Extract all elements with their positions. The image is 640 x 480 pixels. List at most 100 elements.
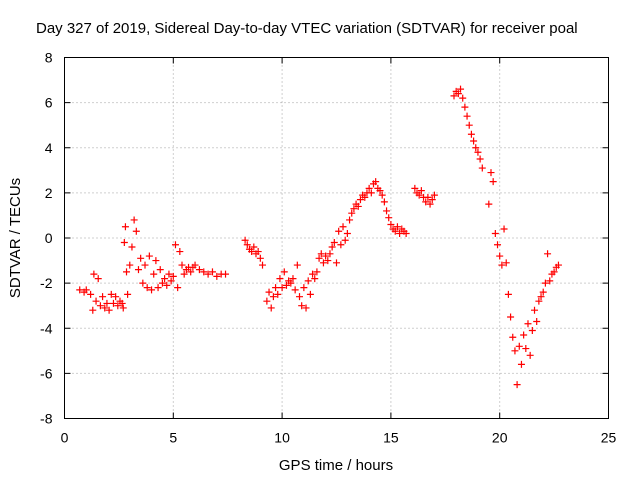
data-point: [304, 277, 312, 285]
data-point: [114, 302, 122, 310]
data-point: [507, 313, 515, 321]
data-point: [293, 261, 301, 269]
data-point: [120, 239, 128, 247]
data-point: [387, 220, 395, 228]
data-point: [165, 270, 173, 278]
data-point: [169, 272, 177, 280]
data-point: [467, 130, 475, 138]
data-point: [89, 306, 97, 314]
data-point: [191, 261, 199, 269]
data-point: [267, 304, 275, 312]
x-tick-label: 0: [61, 430, 69, 446]
data-point: [96, 302, 104, 310]
data-point: [520, 331, 528, 339]
data-point: [330, 239, 338, 247]
data-point: [380, 198, 388, 206]
data-point: [134, 266, 142, 274]
data-point: [148, 286, 156, 294]
data-point: [517, 360, 525, 368]
data-point: [422, 198, 430, 206]
x-tick-label: 20: [492, 430, 508, 446]
data-point: [343, 229, 351, 237]
data-point: [250, 243, 258, 251]
data-point: [415, 191, 423, 199]
data-point: [500, 225, 508, 233]
data-point: [139, 279, 147, 287]
data-point: [533, 317, 541, 325]
y-tick-labels: -8 -6 -4 -2 0 2 4 6 8: [40, 50, 53, 427]
data-point: [272, 284, 280, 292]
data-point: [161, 275, 169, 283]
data-point: [109, 299, 117, 307]
y-tick-label: -2: [40, 275, 53, 291]
data-point: [167, 277, 175, 285]
data-point: [101, 304, 109, 312]
data-point: [383, 207, 391, 215]
data-point: [315, 254, 323, 262]
data-point: [195, 266, 203, 274]
data-point: [537, 293, 545, 301]
data-point: [487, 169, 495, 177]
data-point: [376, 187, 384, 195]
data-point: [393, 223, 401, 231]
data-point: [87, 290, 95, 298]
data-point: [489, 178, 497, 186]
data-point: [103, 299, 111, 307]
data-point: [328, 243, 336, 251]
data-point: [524, 320, 532, 328]
data-point: [105, 306, 113, 314]
data-point: [391, 227, 399, 235]
data-point: [92, 297, 100, 305]
data-point: [126, 261, 134, 269]
data-point: [350, 205, 358, 213]
data-point: [539, 288, 547, 296]
data-point: [178, 261, 186, 269]
data-point: [396, 229, 404, 237]
data-point: [269, 293, 277, 301]
data-point: [150, 270, 158, 278]
data-point: [204, 270, 212, 278]
data-point: [411, 184, 419, 192]
data-point: [465, 121, 473, 129]
data-point: [141, 261, 149, 269]
data-point: [502, 259, 510, 267]
x-tick-label: 5: [169, 430, 177, 446]
data-point: [256, 254, 264, 262]
data-point: [550, 268, 558, 276]
data-point: [491, 229, 499, 237]
y-tick-label: 0: [45, 230, 53, 246]
data-point: [171, 241, 179, 249]
axis-ticks: [64, 57, 609, 419]
data-point: [82, 286, 90, 294]
data-point: [454, 90, 462, 98]
data-point: [222, 270, 230, 278]
data-point: [526, 351, 534, 359]
data-point: [302, 304, 310, 312]
data-point: [213, 272, 221, 280]
data-point: [259, 261, 267, 269]
data-point: [515, 342, 523, 350]
data-point: [494, 241, 502, 249]
data-point: [278, 284, 286, 292]
data-point: [485, 200, 493, 208]
data-point: [254, 248, 262, 256]
data-point: [309, 270, 317, 278]
data-point: [339, 223, 347, 231]
data-point: [367, 189, 375, 197]
data-point: [241, 236, 249, 244]
data-point: [509, 333, 517, 341]
data-point: [319, 259, 327, 267]
data-point: [128, 243, 136, 251]
data-point: [544, 250, 552, 258]
data-point: [496, 252, 504, 260]
data-point: [118, 299, 126, 307]
data-point: [546, 277, 554, 285]
data-point: [478, 164, 486, 172]
data-point: [282, 281, 290, 289]
data-point: [417, 187, 425, 195]
data-point: [130, 216, 138, 224]
data-point: [263, 297, 271, 305]
data-point: [152, 257, 160, 265]
data-point: [124, 290, 132, 298]
data-point: [174, 284, 182, 292]
